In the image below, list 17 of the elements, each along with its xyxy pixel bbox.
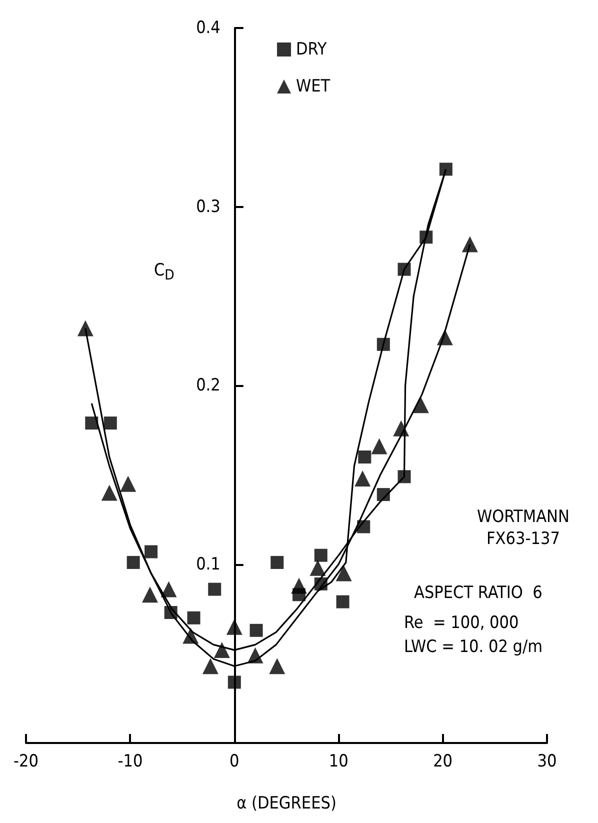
y-tick-label: 0.1 [196, 554, 220, 574]
annotation: LWC = 10. 02 g/m [404, 637, 543, 657]
annotation: WORTMANN FX63-137 [477, 507, 570, 549]
x-tick-label: 20 [433, 752, 453, 772]
y-tick-label: 0.2 [196, 376, 220, 396]
annotation: ASPECT RATIO 6 [414, 583, 542, 603]
legend-label: DRY [296, 40, 328, 60]
y-tick-label: 0.3 [196, 196, 220, 217]
x-tick-label: -10 [118, 752, 143, 772]
x-tick-label: -20 [14, 752, 38, 772]
x-tick-label: 0 [230, 752, 240, 772]
x-tick-label: 30 [537, 752, 557, 772]
annotation: Re = 100, 000 [404, 613, 519, 633]
legend-label: WET [296, 76, 331, 96]
y-tick-label: 0.4 [196, 18, 220, 38]
x-axis-title: α (DEGREES) [236, 794, 336, 814]
x-tick-label: 10 [328, 752, 348, 772]
